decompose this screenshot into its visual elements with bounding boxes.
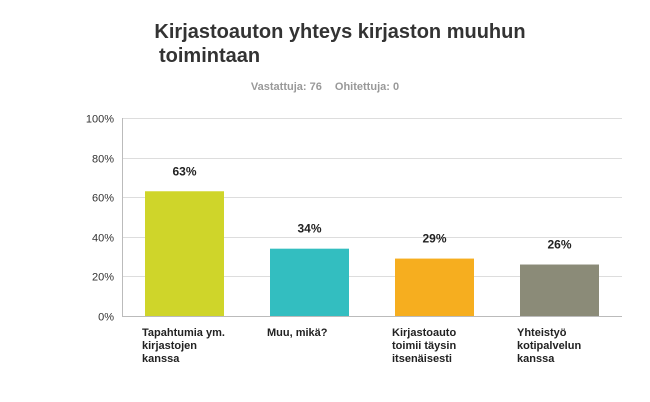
chart-title-line-1: Kirjastoauton yhteys kirjaston muuhun [154, 21, 526, 43]
bar [395, 258, 474, 316]
category-label-line: itsenäisesti [392, 353, 452, 365]
category-label-line: toimii täysin [392, 340, 456, 352]
y-axis: 0% 20% 40% 60% 80% 100% [86, 114, 123, 324]
chart-title-line-2: toimintaan [159, 45, 261, 67]
chart-title: Kirjastoauton yhteys kirjaston muuhun to… [120, 20, 560, 68]
category-label-line: kanssa [142, 353, 180, 365]
data-label: 63% [172, 164, 196, 178]
data-label: 29% [422, 232, 446, 246]
category-label-line: kanssa [517, 353, 555, 365]
bar [520, 264, 599, 316]
data-label: 34% [297, 222, 321, 236]
bar [145, 191, 224, 316]
response-stats: Vastattuja: 76 Ohitettuja: 0 [0, 81, 650, 93]
category-label: Kirjastoauto toimii täysin itsenäisesti [392, 327, 456, 365]
answered-count: Vastattuja: 76 [250, 81, 322, 93]
y-tick-label: 20% [92, 272, 114, 284]
y-tick-label: 80% [92, 154, 114, 166]
category-label-line: Muu, mikä? [267, 327, 328, 339]
category-label-line: Yhteistyö [517, 327, 567, 339]
category-label-line: Kirjastoauto [392, 327, 456, 339]
bars [145, 191, 599, 316]
y-tick-label: 40% [92, 233, 114, 245]
y-tick-label: 100% [86, 114, 114, 126]
category-label-line: Tapahtumia ym. [142, 327, 225, 339]
category-label: Tapahtumia ym. kirjastojen kanssa [142, 327, 225, 365]
category-label-line: kotipalvelun [517, 340, 581, 352]
category-label-line: kirjastojen [142, 340, 197, 352]
category-label: Yhteistyö kotipalvelun kanssa [517, 327, 581, 365]
data-label: 26% [547, 238, 571, 252]
skipped-count: Ohitettuja: 0 [334, 81, 400, 93]
bar [270, 248, 349, 316]
data-labels: 63% 34% 29% 26% [172, 164, 571, 251]
y-tick-label: 0% [98, 312, 114, 324]
y-tick-label: 60% [92, 193, 114, 205]
category-label: Muu, mikä? [267, 327, 328, 339]
